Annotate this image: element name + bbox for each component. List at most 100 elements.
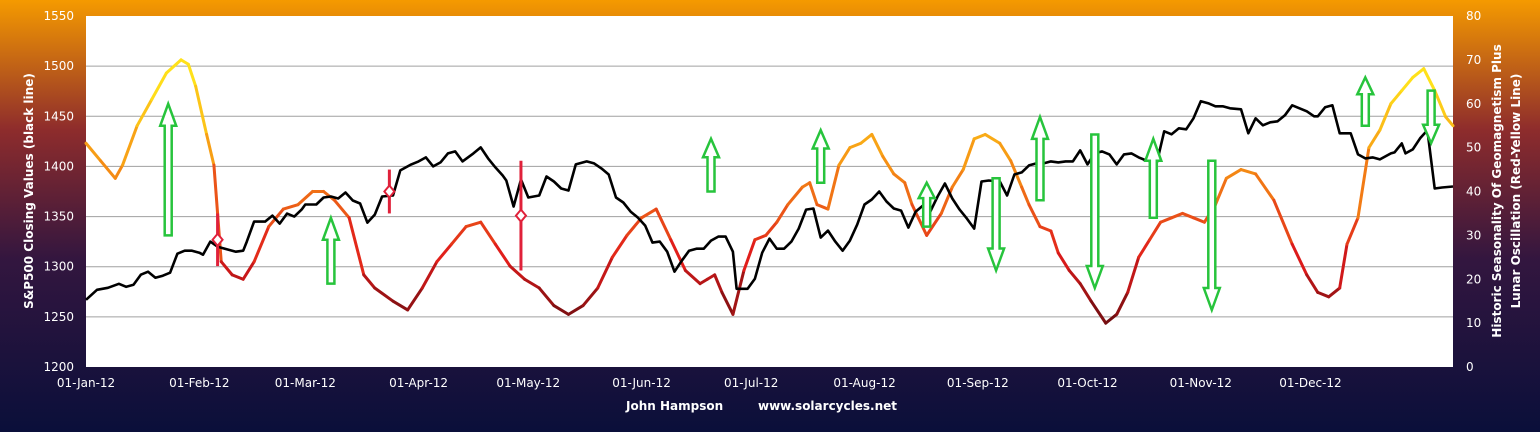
seasonality-line: [84, 58, 1455, 325]
seasonality-segment: [186, 62, 198, 88]
seasonality-segment: [1137, 238, 1152, 259]
seasonality-segment: [713, 273, 724, 294]
seasonality-segment: [1411, 67, 1426, 79]
x-tick-label: 01-Jun-12: [612, 376, 671, 390]
right-tick-label: 80: [1466, 9, 1481, 23]
seasonality-segment: [1444, 115, 1455, 128]
x-tick-label: 01-Jul-12: [724, 376, 778, 390]
seasonality-segment: [998, 141, 1013, 163]
seasonality-segment: [910, 203, 929, 237]
seasonality-segment: [420, 260, 439, 290]
seasonality-segment: [1181, 211, 1195, 220]
seasonality-segment: [1115, 290, 1130, 316]
seasonality-segment: [1049, 229, 1060, 255]
seasonality-segment: [753, 233, 768, 242]
seasonality-segment: [1038, 225, 1053, 233]
x-tick-label: 01-May-12: [496, 376, 560, 390]
seasonality-segment: [333, 198, 351, 220]
seasonality-segment: [859, 132, 874, 145]
seasonality-segment: [720, 290, 735, 316]
seasonality-segment: [1126, 255, 1141, 294]
seasonality-segment: [1020, 185, 1031, 207]
plot-area: [86, 16, 1453, 367]
seasonality-segment: [84, 141, 103, 163]
seasonality-segment: [1272, 198, 1294, 246]
seasonality-segment: [1367, 128, 1382, 150]
down-arrow-icon: [1085, 133, 1105, 292]
seasonality-segment: [1170, 211, 1185, 220]
sp500-path: [85, 99, 1454, 301]
up-arrow-icon: [1030, 113, 1050, 202]
seasonality-segment: [731, 268, 746, 316]
seasonality-segment: [1078, 282, 1093, 303]
seasonality-segment: [230, 273, 245, 281]
seasonality-segment: [870, 132, 885, 158]
seasonality-segment: [775, 203, 790, 224]
left-tick-label: 1200: [43, 360, 74, 374]
right-axis-title-line1: Historic Seasonality Of Geomagnetism Plu…: [1490, 44, 1504, 337]
seasonality-segment: [1239, 168, 1258, 176]
seasonality-segment: [1305, 273, 1320, 294]
seasonality-segment: [373, 286, 395, 303]
up-arrow-icon: [916, 179, 937, 228]
seasonality-segment: [1338, 242, 1349, 290]
seasonality-segment: [1327, 286, 1342, 299]
seasonality-segment: [164, 58, 183, 75]
x-tick-label: 01-Oct-12: [1057, 376, 1117, 390]
seasonality-segment: [848, 141, 863, 150]
right-tick-label: 30: [1466, 228, 1481, 242]
x-tick-label: 01-Nov-12: [1170, 376, 1232, 390]
down-arrow-icon: [1421, 89, 1442, 147]
seasonality-segment: [537, 286, 556, 308]
right-tick-label: 60: [1466, 97, 1481, 111]
gridlines: [86, 65, 1453, 318]
up-arrow-icon: [810, 126, 831, 184]
annotation-markers: [158, 74, 1442, 314]
seasonality-segment: [581, 286, 600, 308]
seasonality-segment: [523, 277, 541, 290]
seasonality-segment: [566, 304, 585, 316]
down-arrow-icon: [1202, 159, 1222, 314]
seasonality-segment: [406, 286, 424, 312]
seasonality-segment: [669, 238, 687, 272]
sp500-line: [85, 99, 1454, 301]
seasonality-segment: [961, 137, 976, 172]
seasonality-segment: [1056, 251, 1071, 272]
seasonality-segment: [610, 233, 629, 259]
up-arrow-icon: [1143, 135, 1164, 220]
seasonality-segment: [640, 207, 658, 220]
seasonality-segment: [1104, 312, 1119, 325]
left-tick-label: 1550: [43, 9, 74, 23]
left-tick-label: 1400: [43, 159, 74, 173]
seasonality-segment: [925, 211, 943, 237]
credit-website: www.solarcycles.net: [758, 399, 897, 413]
x-tick-label: 01-Feb-12: [169, 376, 229, 390]
credit-author: John Hampson: [625, 399, 723, 413]
seasonality-segment: [837, 146, 852, 167]
seasonality-segment: [281, 203, 300, 211]
right-tick-label: 0: [1466, 360, 1474, 374]
x-axis: 01-Jan-12 01-Feb-12 01-Mar-12 01-Apr-12 01-M…: [57, 376, 1342, 390]
x-tick-label: 01-Jan-12: [57, 376, 115, 390]
seasonality-segment: [479, 220, 497, 246]
seasonality-segment: [552, 304, 570, 316]
right-tick-label: 70: [1466, 53, 1481, 67]
red-marker-diamond: [383, 183, 396, 200]
seasonality-segment: [194, 84, 209, 136]
seasonality-segment: [493, 242, 512, 268]
right-tick-label: 40: [1466, 185, 1481, 199]
left-tick-label: 1450: [43, 109, 74, 123]
left-tick-label: 1250: [43, 310, 74, 324]
seasonality-segment: [1254, 172, 1276, 202]
seasonality-segment: [983, 132, 1002, 145]
seasonality-segment: [347, 216, 366, 277]
seasonality-segment: [219, 260, 234, 277]
seasonality-segment: [939, 185, 954, 215]
seasonality-segment: [1422, 67, 1437, 93]
left-tick-label: 1300: [43, 260, 74, 274]
right-tick-label: 10: [1466, 316, 1481, 330]
seasonality-segment: [1027, 203, 1042, 229]
x-tick-label: 01-Sep-12: [947, 376, 1009, 390]
